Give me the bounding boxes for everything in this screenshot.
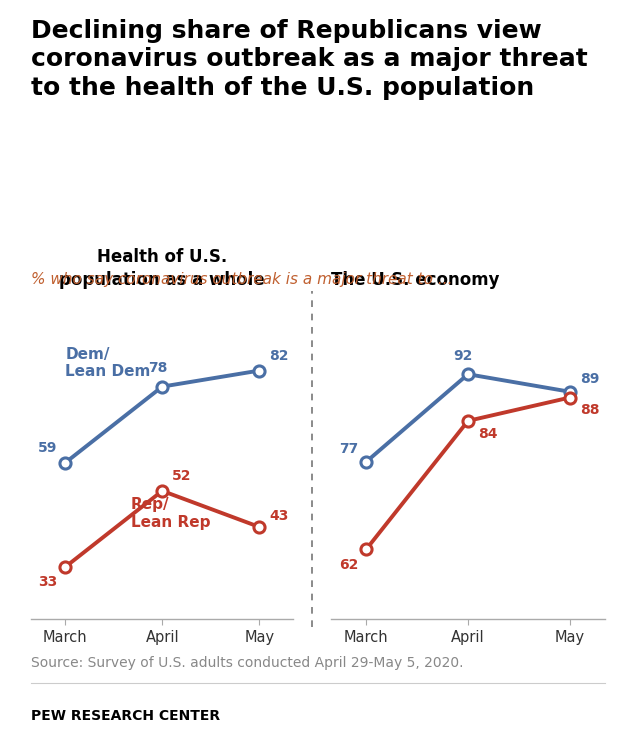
Text: % who say coronavirus outbreak is a major threat to ...: % who say coronavirus outbreak is a majo… [31, 272, 452, 287]
Text: 33: 33 [38, 575, 57, 589]
Text: Rep/
Lean Rep: Rep/ Lean Rep [131, 498, 210, 530]
Text: 88: 88 [580, 404, 600, 417]
Text: 43: 43 [269, 509, 288, 523]
Text: 52: 52 [172, 468, 192, 483]
Text: 89: 89 [580, 372, 599, 386]
Text: Source: Survey of U.S. adults conducted April 29-May 5, 2020.: Source: Survey of U.S. adults conducted … [31, 656, 464, 671]
Text: 59: 59 [38, 441, 57, 455]
Text: The U.S. economy: The U.S. economy [331, 271, 499, 289]
Text: 78: 78 [148, 360, 167, 374]
Text: 92: 92 [453, 348, 472, 363]
Text: Declining share of Republicans view
coronavirus outbreak as a major threat
to th: Declining share of Republicans view coro… [31, 19, 588, 100]
Text: 84: 84 [478, 427, 498, 441]
Text: Dem/
Lean Dem: Dem/ Lean Dem [66, 346, 150, 379]
Text: 82: 82 [269, 348, 288, 363]
Text: 77: 77 [339, 442, 358, 456]
Title: Health of U.S.
population as a whole: Health of U.S. population as a whole [59, 248, 265, 289]
Text: PEW RESEARCH CENTER: PEW RESEARCH CENTER [31, 709, 220, 723]
Text: 62: 62 [339, 558, 358, 572]
